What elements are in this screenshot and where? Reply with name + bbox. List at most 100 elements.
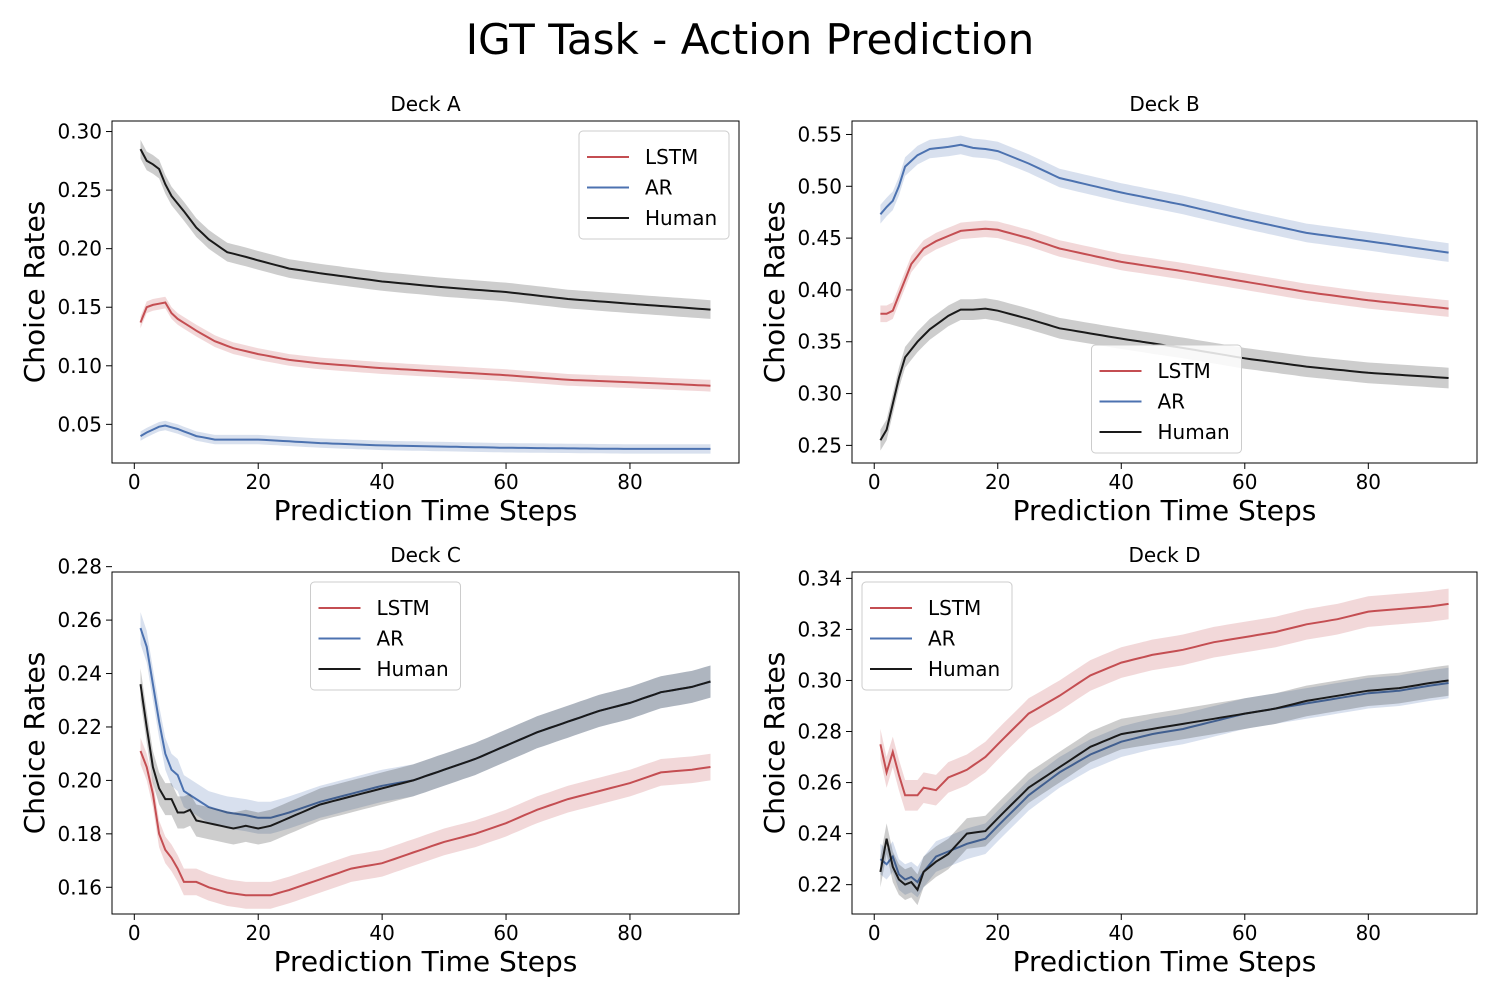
band-human bbox=[880, 298, 1449, 451]
y-tick-label: 0.18 bbox=[57, 822, 102, 846]
plot-frame bbox=[851, 571, 1478, 915]
legend-label-human: Human bbox=[1158, 420, 1230, 444]
y-tick-label: 0.22 bbox=[57, 715, 102, 739]
panel-deck-a: Deck A 0 20 40 60 80 0.05 0.10 0.15 0.20 0.25 0.30 P… bbox=[18, 92, 740, 527]
legend-label-ar: AR bbox=[1158, 390, 1186, 414]
band-human bbox=[140, 665, 711, 845]
y-tick-label: 0.28 bbox=[57, 555, 102, 579]
x-tick-label: 20 bbox=[985, 470, 1010, 494]
y-tick-label: 0.24 bbox=[57, 662, 102, 686]
legend-label-lstm: LSTM bbox=[928, 596, 981, 620]
panel-title: Deck A bbox=[390, 92, 461, 116]
band-ar bbox=[140, 420, 711, 454]
legend-label-lstm: LSTM bbox=[1158, 359, 1211, 383]
y-tick-label: 0.16 bbox=[57, 875, 102, 899]
y-tick-label: 0.28 bbox=[797, 720, 842, 744]
y-tick-label: 0.45 bbox=[797, 226, 842, 250]
panel-deck-d: Deck D 0 20 40 60 80 0.22 0.24 0.26 0.28 0.30 0.32 0… bbox=[758, 543, 1478, 978]
y-tick-label: 0.24 bbox=[797, 822, 842, 846]
y-tick-label: 0.10 bbox=[57, 354, 102, 378]
y-axis-label: Choice Rates bbox=[758, 652, 791, 835]
legend: LSTM AR Human bbox=[310, 581, 461, 691]
band-lstm bbox=[140, 737, 711, 909]
legend-label-human: Human bbox=[928, 657, 1000, 681]
x-tick-label: 0 bbox=[868, 921, 881, 945]
band-ar bbox=[140, 612, 711, 834]
y-axis-label: Choice Rates bbox=[18, 201, 51, 384]
y-tick-label: 0.05 bbox=[57, 412, 102, 436]
band-lstm bbox=[880, 220, 1449, 323]
line-ar bbox=[879, 682, 1449, 884]
y-tick-label: 0.34 bbox=[797, 566, 842, 590]
y-tick-label: 0.20 bbox=[57, 768, 102, 792]
x-tick-label: 40 bbox=[369, 921, 394, 945]
x-tick-label: 80 bbox=[617, 470, 642, 494]
y-tick-label: 0.25 bbox=[57, 178, 102, 202]
x-tick-label: 60 bbox=[493, 470, 518, 494]
line-ar bbox=[879, 143, 1449, 254]
y-tick-label: 0.25 bbox=[797, 433, 842, 457]
y-tick-label: 0.50 bbox=[797, 174, 842, 198]
panel-title: Deck C bbox=[390, 543, 461, 567]
band-lstm bbox=[140, 296, 711, 392]
x-tick-label: 40 bbox=[1109, 921, 1134, 945]
x-tick-label: 0 bbox=[868, 470, 881, 494]
x-tick-label: 0 bbox=[128, 921, 141, 945]
line-human bbox=[139, 680, 711, 830]
line-lstm bbox=[879, 602, 1449, 797]
line-human bbox=[879, 679, 1449, 892]
x-axis-label: Prediction Time Steps bbox=[1013, 945, 1317, 978]
legend-label-human: Human bbox=[377, 657, 449, 681]
y-tick-label: 0.22 bbox=[797, 873, 842, 897]
x-tick-label: 80 bbox=[1356, 921, 1381, 945]
x-tick-label: 60 bbox=[1232, 921, 1257, 945]
x-tick-label: 20 bbox=[245, 921, 270, 945]
panel-title: Deck B bbox=[1129, 92, 1199, 116]
line-ar bbox=[139, 424, 711, 450]
panel-deck-c: Deck C 0 20 40 60 80 0.16 0.18 0.20 0.22 0.24 0.26 0… bbox=[18, 543, 740, 978]
plot-frame bbox=[851, 120, 1478, 464]
x-tick-label: 20 bbox=[245, 470, 270, 494]
y-tick-label: 0.35 bbox=[797, 330, 842, 354]
y-tick-label: 0.26 bbox=[57, 608, 102, 632]
panel-title: Deck D bbox=[1128, 543, 1200, 567]
band-human bbox=[140, 139, 711, 319]
x-tick-label: 60 bbox=[1232, 470, 1257, 494]
legend-label-ar: AR bbox=[377, 627, 405, 651]
x-tick-label: 60 bbox=[493, 921, 518, 945]
legend-label-ar: AR bbox=[928, 627, 956, 651]
y-tick-label: 0.26 bbox=[797, 771, 842, 795]
x-tick-label: 80 bbox=[1356, 470, 1381, 494]
legend-label-human: Human bbox=[645, 206, 717, 230]
legend: LSTM AR Human bbox=[1091, 344, 1242, 454]
x-axis-label: Prediction Time Steps bbox=[274, 945, 578, 978]
plot-frame bbox=[111, 120, 740, 464]
y-tick-label: 0.30 bbox=[57, 120, 102, 144]
y-tick-label: 0.15 bbox=[57, 295, 102, 319]
legend-label-lstm: LSTM bbox=[377, 596, 430, 620]
x-tick-label: 20 bbox=[985, 921, 1010, 945]
panel-deck-b: Deck B 0 20 40 60 80 0.25 0.30 0.35 0.40 0.45 0.50 0… bbox=[758, 92, 1478, 527]
y-tick-label: 0.30 bbox=[797, 382, 842, 406]
x-axis-label: Prediction Time Steps bbox=[274, 494, 578, 527]
x-tick-label: 40 bbox=[1109, 470, 1134, 494]
line-lstm bbox=[880, 227, 1449, 315]
x-tick-label: 0 bbox=[128, 470, 141, 494]
y-tick-label: 0.30 bbox=[797, 668, 842, 692]
x-axis-label: Prediction Time Steps bbox=[1013, 494, 1317, 527]
legend-label-lstm: LSTM bbox=[645, 145, 698, 169]
y-tick-label: 0.40 bbox=[797, 278, 842, 302]
y-tick-label: 0.20 bbox=[57, 237, 102, 261]
legend: LSTM AR Human bbox=[578, 130, 730, 240]
x-tick-label: 80 bbox=[617, 921, 642, 945]
legend: LSTM AR Human bbox=[861, 581, 1013, 691]
x-tick-label: 40 bbox=[369, 470, 394, 494]
y-axis-label: Choice Rates bbox=[758, 201, 791, 384]
line-lstm bbox=[139, 750, 711, 897]
line-lstm bbox=[139, 301, 711, 387]
y-tick-label: 0.32 bbox=[797, 617, 842, 641]
figure-title: IGT Task - Action Prediction bbox=[466, 15, 1034, 64]
plot-frame bbox=[111, 571, 740, 915]
line-human bbox=[139, 148, 711, 311]
